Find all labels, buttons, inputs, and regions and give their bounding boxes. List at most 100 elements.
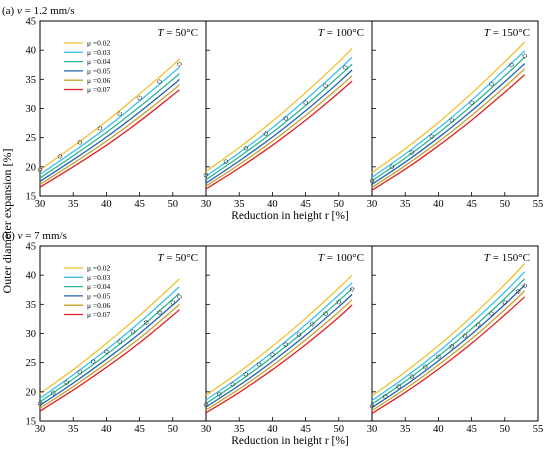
x-tick-label: 35 [68, 424, 79, 435]
panel-temperature-label: T = 50°C [157, 252, 198, 264]
experimental-point [309, 321, 315, 327]
x-tick-label: 50 [168, 424, 179, 435]
x-tick-label: 35 [400, 424, 411, 435]
experimental-point [170, 300, 176, 305]
experimental-point [323, 311, 328, 317]
experimental-point [37, 401, 43, 406]
experimental-point [436, 354, 441, 360]
legend-label: μ =0.06 [87, 301, 111, 310]
x-axis-label-bottom: Reduction in height r [%] [231, 435, 349, 447]
experimental-point [137, 95, 142, 101]
legend-label: μ =0.05 [87, 292, 111, 301]
experimental-point [157, 79, 162, 85]
experimental-point [97, 125, 103, 131]
x-tick-label: 30 [201, 199, 212, 210]
panel-temperature-label: T = 100°C [318, 252, 364, 264]
legend-label: μ =0.03 [87, 273, 111, 282]
experimental-point [37, 167, 43, 173]
series-line [39, 66, 180, 175]
series-line [39, 278, 180, 395]
y-tick-label: 30 [26, 329, 37, 340]
x-tick-label: 55 [533, 199, 544, 210]
experimental-point [130, 329, 136, 335]
experimental-point [462, 333, 468, 339]
experimental-point [64, 380, 69, 385]
experimental-point [104, 349, 109, 354]
experimental-point [77, 139, 83, 145]
series-line [205, 75, 353, 187]
experimental-point [343, 65, 348, 71]
x-tick-label: 35 [234, 424, 245, 435]
legend-label: μ =0.02 [87, 39, 111, 48]
x-tick-label: 35 [68, 199, 79, 210]
series-line [39, 73, 180, 179]
y-tick-label: 20 [26, 387, 37, 398]
experimental-point [409, 374, 415, 380]
y-tick-label: 15 [26, 417, 37, 428]
series-line [205, 80, 353, 190]
series-line [371, 50, 526, 178]
experimental-point [449, 343, 455, 349]
experimental-point [77, 369, 83, 375]
y-tick-label: 30 [26, 104, 37, 115]
x-tick-label: 45 [466, 199, 477, 210]
x-tick-label: 50 [168, 199, 179, 210]
experimental-point [283, 116, 289, 121]
series-line [39, 58, 180, 171]
series-line [205, 293, 353, 408]
x-tick-label: 45 [300, 424, 311, 435]
series-line [39, 84, 180, 185]
experimental-point [177, 61, 182, 67]
legend-label: μ =0.03 [87, 48, 111, 57]
experimental-point [243, 371, 249, 377]
series-line [371, 56, 526, 182]
experimental-point [502, 300, 508, 305]
x-tick-label: 45 [134, 199, 145, 210]
series-line [39, 292, 180, 403]
y-tick-label: 25 [26, 133, 37, 144]
experimental-point [263, 131, 269, 136]
series-line [371, 63, 526, 185]
experimental-point [389, 164, 395, 170]
chart-panel-3: 30 35 40 45 50 55 [367, 20, 544, 210]
experimental-point [203, 402, 209, 408]
series-line [205, 274, 353, 396]
experimental-point [50, 390, 56, 396]
y-axis-label: Outer diameter expansion [%] [0, 149, 14, 294]
experimental-point [203, 172, 209, 178]
experimental-point [409, 149, 415, 155]
experimental-point [143, 320, 149, 325]
x-tick-label: 30 [201, 424, 212, 435]
y-tick-label: 15 [26, 192, 37, 203]
series-line [205, 47, 353, 173]
chart-panel-5: 30 35 40 45 50 [201, 245, 373, 435]
chart-panel-2: 30 35 40 45 50 [201, 20, 373, 210]
x-tick-label: 40 [101, 424, 112, 435]
series-line [205, 304, 353, 414]
experimental-point [303, 100, 308, 106]
series-line [371, 296, 526, 414]
row-label: (a) v = 1.2 mm/s [2, 5, 75, 17]
series-line [371, 68, 526, 188]
panel-temperature-label: T = 50°C [157, 27, 198, 39]
experimental-point [469, 100, 474, 106]
x-tick-label: 40 [433, 199, 444, 210]
series-line [205, 63, 353, 181]
series-line [205, 299, 353, 411]
series-line [205, 69, 353, 184]
series-line [205, 288, 353, 405]
series-line [39, 286, 180, 399]
series-line [371, 271, 526, 402]
experimental-point [429, 134, 435, 139]
experimental-point [256, 362, 262, 367]
legend-label: μ =0.04 [87, 282, 111, 291]
y-tick-label: 20 [26, 162, 37, 173]
x-tick-label: 45 [466, 424, 477, 435]
x-tick-label: 40 [433, 424, 444, 435]
x-tick-label: 30 [35, 424, 46, 435]
panel-temperature-label: T = 150°C [484, 252, 530, 264]
experimental-point [117, 111, 123, 117]
